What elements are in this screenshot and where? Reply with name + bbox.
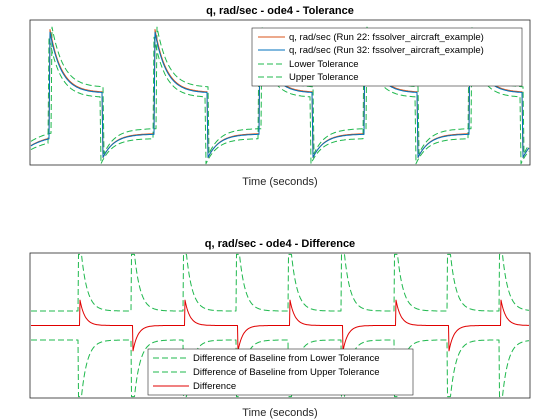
difference-plot-title: q, rad/sec - ode4 - Difference bbox=[205, 238, 355, 250]
legend-label-diff-upper: Difference of Baseline from Upper Tolera… bbox=[193, 367, 380, 378]
line-upper-tolerance bbox=[30, 26, 530, 155]
legend-label-upper-tolerance: Upper Tolerance bbox=[289, 72, 359, 83]
tolerance-x-axis-label: Time (seconds) bbox=[242, 176, 317, 188]
difference-legend-box bbox=[147, 348, 414, 396]
line-difference bbox=[31, 299, 529, 352]
tolerance-plot-title: q, rad/sec - ode4 - Tolerance bbox=[206, 5, 354, 17]
difference-series-group bbox=[31, 253, 529, 398]
line-diff-lower-tolerance bbox=[31, 339, 529, 398]
tolerance-legend-box bbox=[251, 27, 523, 87]
legend-label-run22: q, rad/sec (Run 22: fssolver_aircraft_ex… bbox=[289, 32, 484, 43]
legend-label-diff-lower: Difference of Baseline from Lower Tolera… bbox=[193, 353, 380, 364]
line-diff-upper-tolerance bbox=[31, 253, 529, 312]
legend-label-lower-tolerance: Lower Tolerance bbox=[289, 59, 359, 70]
tolerance-legend: q, rad/sec (Run 22: fssolver_aircraft_ex… bbox=[251, 27, 523, 87]
legend-label-difference: Difference bbox=[193, 381, 236, 392]
tolerance-subplot: q, rad/sec - ode4 - Tolerance Time (seco… bbox=[29, 5, 531, 188]
difference-x-axis-label: Time (seconds) bbox=[242, 407, 317, 419]
line-lower-tolerance bbox=[30, 36, 530, 165]
difference-legend: Difference of Baseline from Lower Tolera… bbox=[147, 348, 414, 396]
difference-subplot: q, rad/sec - ode4 - Difference Time (sec… bbox=[29, 238, 531, 419]
legend-label-run32: q, rad/sec (Run 32: fssolver_aircraft_ex… bbox=[289, 45, 484, 56]
